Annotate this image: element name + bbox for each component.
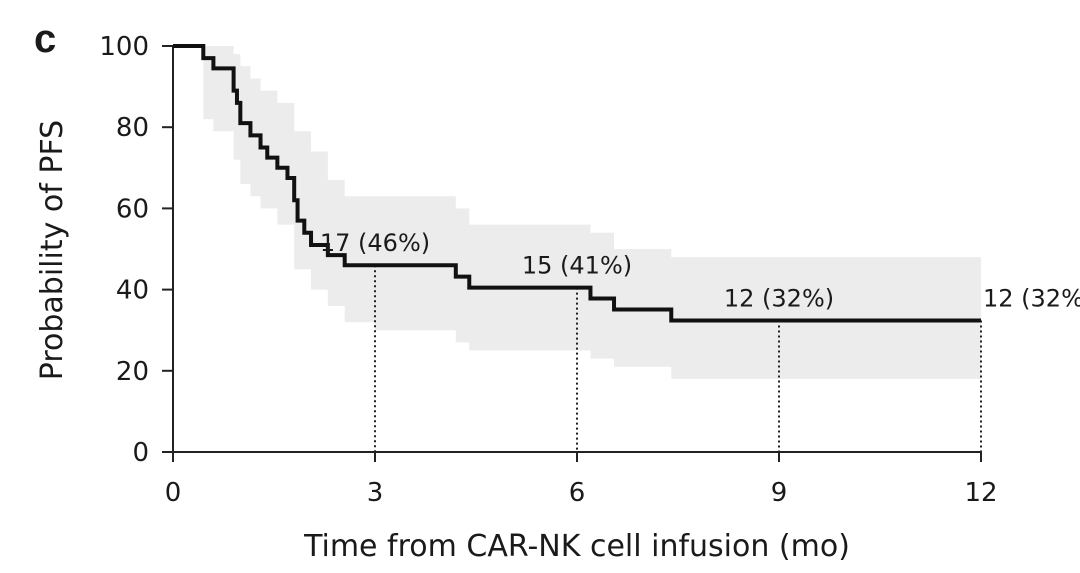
- annotation-label-3: 12 (32%): [983, 284, 1080, 312]
- y-tick-label-80: 80: [116, 113, 149, 143]
- guide-layer: [374, 265, 982, 452]
- y-tick-label-60: 60: [116, 194, 149, 224]
- y-tick-label-0: 0: [132, 438, 149, 468]
- x-tick-label-0: 0: [165, 478, 182, 508]
- y-axis-title: Probability of PFS: [35, 120, 70, 380]
- y-tick-label-20: 20: [116, 357, 149, 387]
- x-tick-label-9: 9: [771, 478, 788, 508]
- panel-label: c: [34, 17, 56, 61]
- x-tick-label-3: 3: [367, 478, 384, 508]
- series-layer: [173, 44, 981, 323]
- axes: 0 20 40 60 80 100 0 3 6 9 12: [99, 32, 997, 508]
- y-tick-label-40: 40: [116, 276, 149, 306]
- x-axis-title: Time from CAR-NK cell infusion (mo): [303, 529, 850, 564]
- x-tick-label-12: 12: [964, 478, 997, 508]
- annotation-label-2: 12 (32%): [724, 284, 834, 312]
- y-tick-label-100: 100: [99, 32, 149, 62]
- annotation-layer: 17 (46%) 15 (41%) 12 (32%) 12 (32%): [320, 229, 1080, 312]
- annotation-label-1: 15 (41%): [522, 252, 632, 280]
- pfs-curve: [173, 44, 981, 323]
- x-tick-label-6: 6: [569, 478, 586, 508]
- annotation-label-0: 17 (46%): [320, 229, 430, 257]
